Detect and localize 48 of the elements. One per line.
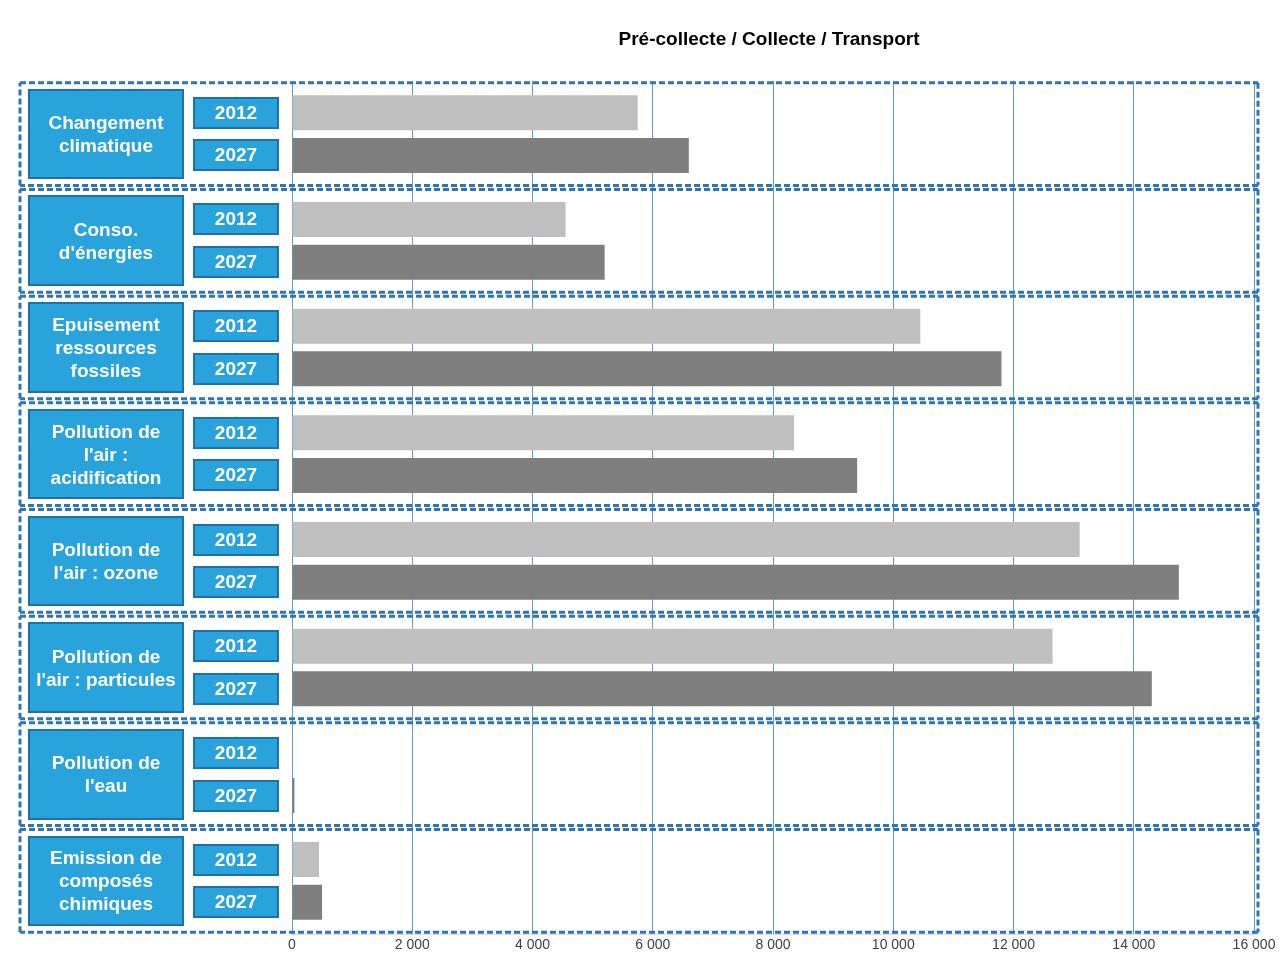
bar xyxy=(292,458,858,493)
bar xyxy=(292,842,320,878)
text: 2012 xyxy=(214,208,258,230)
text: 2027 xyxy=(214,891,258,913)
chart-title: Pré-collecte / Collecte / Transport xyxy=(618,27,921,49)
bar xyxy=(292,415,795,451)
x-tick-label: 14 000 xyxy=(1112,936,1156,953)
text: 2012 xyxy=(214,635,258,657)
y-tick-label: Conso. d'énergies xyxy=(28,195,184,287)
bar xyxy=(292,201,566,237)
text: 2012 xyxy=(214,528,258,550)
text: 2012 xyxy=(214,421,258,443)
y-tick-label: Epuisement ressources fossiles xyxy=(28,302,184,393)
series-label: 2027 xyxy=(193,139,279,172)
bar xyxy=(292,244,605,280)
y-tick-label: Pollution de l'eau xyxy=(28,728,184,820)
text: 2012 xyxy=(214,315,258,337)
x-tick-label: 8 000 xyxy=(755,936,791,953)
bar xyxy=(292,564,1179,600)
text: 2027 xyxy=(214,784,258,806)
bar xyxy=(292,351,1002,387)
bar xyxy=(292,137,689,173)
series-label: 2012 xyxy=(193,96,279,129)
x-tick-label: 4 000 xyxy=(514,936,551,953)
bar xyxy=(292,308,921,344)
text: 2012 xyxy=(214,741,258,763)
text: 2027 xyxy=(214,677,258,699)
text: 2027 xyxy=(214,571,258,593)
x-tick-label: 0 xyxy=(288,936,297,953)
x-tick-label: 16 000 xyxy=(1232,936,1276,953)
bar xyxy=(292,671,1152,707)
y-tick-label: Pollution de l'air : particules xyxy=(28,622,184,713)
text: 2027 xyxy=(214,251,258,273)
x-tick-label: 2 000 xyxy=(394,936,430,953)
text: 2027 xyxy=(214,357,258,379)
bar xyxy=(292,628,1053,664)
bar xyxy=(292,522,1080,557)
bar xyxy=(292,884,323,920)
text: 2027 xyxy=(214,464,258,486)
x-tick-label: 6 000 xyxy=(635,936,671,953)
y-tick-label: Emission de composés chimiques xyxy=(28,835,184,927)
y-tick-label: Changement climatique xyxy=(28,88,184,180)
text: 2012 xyxy=(214,848,258,870)
x-tick-label: 12 000 xyxy=(992,936,1036,953)
bar xyxy=(292,95,638,131)
x-tick-label: 10 000 xyxy=(871,936,915,953)
y-tick-label: Pollution de l'air : acidification xyxy=(28,408,184,500)
y-tick-label: Pollution de l'air : ozone xyxy=(28,515,184,607)
